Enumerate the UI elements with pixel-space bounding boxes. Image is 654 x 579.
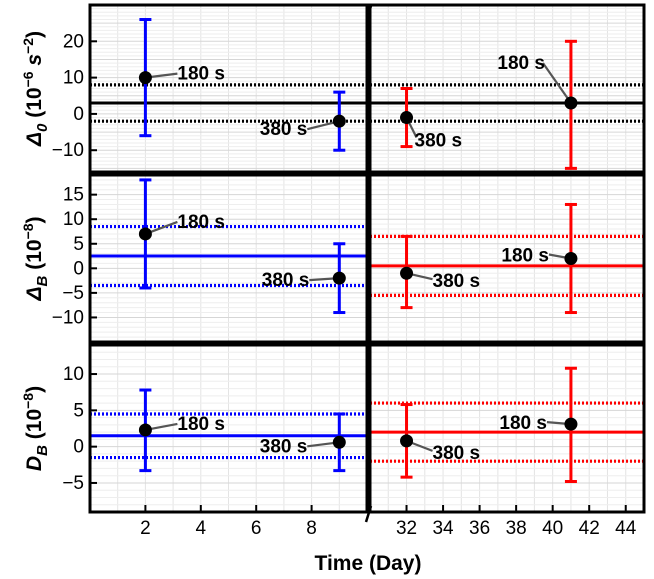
x-tick-label: 4 (196, 518, 207, 539)
y-axis-title-part: D (23, 456, 46, 471)
y-tick-label: 20 (63, 31, 84, 52)
annotation-label: 380 s (433, 271, 481, 292)
annotation-label: 180 s (497, 53, 545, 74)
y-axis-title-part: −2 (20, 38, 36, 54)
y-axis-title: DB (10−8) (20, 386, 51, 471)
annotation-label: 380 s (415, 131, 463, 152)
y-axis-title-part: −8 (20, 223, 36, 239)
y-axis-title-part: ) (23, 216, 46, 223)
y-axis-title-part: 0 (34, 123, 51, 132)
y-axis-title-part: ) (23, 31, 46, 38)
annotation-label: 380 s (433, 443, 481, 464)
data-point (400, 434, 414, 448)
y-tick-label: −5 (62, 283, 84, 304)
y-tick-label: 0 (73, 104, 84, 125)
panel-deltaB-segment-0: 180 s 380 s −10 −5 0 5 10 15 (52, 173, 369, 344)
axis-break-mark (364, 505, 373, 523)
y-axis-title-part: (10 (23, 239, 46, 275)
data-point (400, 266, 414, 280)
y-tick-label: 0 (73, 437, 84, 458)
y-tick-label: −10 (52, 307, 84, 328)
x-tick-label: 34 (432, 518, 454, 539)
y-axis-title-part: B (34, 275, 51, 286)
plot-area (370, 345, 644, 512)
annotation-label: 180 s (501, 246, 549, 267)
y-tick-label: 5 (73, 400, 84, 421)
annotation-label: 380 s (260, 119, 308, 140)
x-tick-label: 32 (396, 518, 417, 539)
plot-frame (88, 343, 369, 514)
y-tick-label: 10 (63, 209, 84, 230)
y-axis-title-part: (10 (23, 87, 46, 123)
data-point (564, 252, 578, 265)
panel-delta0-segment-1: 380 s 180 s (368, 3, 646, 174)
plot-frame (88, 173, 369, 344)
annotation-label: 380 s (262, 270, 310, 291)
panel-delta0-segment-0: 180 s 380 s −10 0 10 20 (52, 3, 369, 174)
y-axis-title: Δ0 (10−6 s−2) (20, 31, 51, 147)
x-tick-label: 38 (506, 518, 527, 539)
data-point (138, 71, 152, 85)
plot-frame (368, 173, 646, 344)
data-point (332, 435, 346, 449)
y-axis-title-part: −8 (20, 393, 36, 409)
annotation-label: 180 s (177, 64, 225, 85)
x-tick-label: 6 (251, 518, 262, 539)
panel-DB-segment-1: 380 s 180 s (368, 343, 646, 514)
y-tick-label: 5 (73, 234, 84, 255)
annotation-label: 380 s (260, 436, 308, 457)
panel-deltaB-segment-1: 380 s 180 s (368, 173, 646, 344)
x-tick-label: 44 (615, 518, 637, 539)
data-point (332, 271, 346, 285)
data-point (400, 111, 414, 125)
y-tick-label: 10 (63, 68, 84, 89)
y-axis-title-part: Δ (23, 286, 46, 301)
y-axis-title-part: B (34, 445, 51, 456)
y-axis-title: ΔB (10−8) (20, 216, 51, 301)
data-point (564, 417, 578, 431)
data-point (564, 96, 578, 110)
y-tick-label: 0 (73, 258, 84, 279)
x-tick-label: 42 (579, 518, 600, 539)
x-tick-label: 36 (469, 518, 490, 539)
y-axis-title-part: −6 (20, 71, 36, 87)
y-axis-title-part: (10 (23, 409, 46, 445)
data-point (332, 114, 346, 128)
y-tick-label: 15 (63, 185, 84, 206)
panel-DB-segment-0: 180 s 380 s −5 0 5 10 (62, 343, 369, 514)
axis-break-mark (365, 5, 373, 19)
x-axis-title: Time (Day) (315, 552, 422, 575)
y-tick-label: 10 (63, 364, 84, 385)
x-tick-label: 2 (140, 518, 151, 539)
data-point (138, 227, 152, 241)
y-axis-title-part: s (23, 54, 46, 72)
y-axis-title-part: ) (23, 386, 46, 393)
data-point (138, 423, 152, 437)
x-tick-label: 40 (542, 518, 563, 539)
y-tick-label: −10 (52, 140, 84, 161)
y-axis-title-part: Δ (23, 132, 46, 147)
x-tick-label: 8 (306, 518, 317, 539)
plot-frame (88, 3, 369, 174)
annotation-leader (542, 62, 572, 104)
plot-frame (368, 3, 646, 174)
plot-frame (368, 343, 646, 514)
annotation-label: 180 s (177, 414, 225, 435)
annotation-label: 180 s (177, 212, 225, 233)
y-tick-label: −5 (62, 473, 84, 494)
annotation-label: 180 s (499, 413, 547, 434)
